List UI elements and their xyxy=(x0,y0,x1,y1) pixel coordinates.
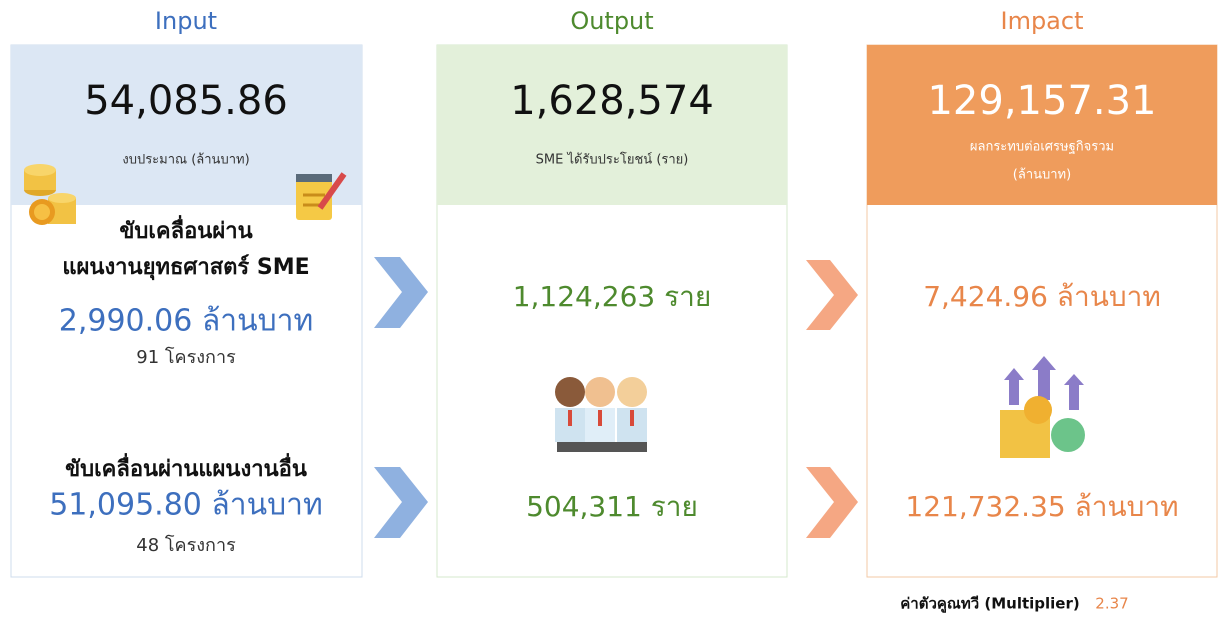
projects: 48 โครงการ xyxy=(136,534,236,556)
amount: 7,424.96 ล้านบาท xyxy=(923,280,1161,313)
total: 1,628,574 xyxy=(510,78,714,124)
heading: Impact xyxy=(1000,7,1083,35)
total: 54,085.86 xyxy=(84,78,288,124)
arrow xyxy=(806,467,858,538)
group-title: แผนงานยุทธศาสตร์ SME xyxy=(62,254,309,281)
heading: Input xyxy=(155,7,217,35)
total-label: (ล้านบาท) xyxy=(1013,168,1071,183)
people-icon xyxy=(555,377,647,452)
arrow xyxy=(806,260,858,330)
group-title: ขับเคลื่อนผ่าน xyxy=(119,214,252,244)
growth-icon xyxy=(1000,356,1085,458)
notepad-icon xyxy=(296,172,347,220)
amount: 51,095.80 ล้านบาท xyxy=(49,488,323,523)
amount: 2,990.06 ล้านบาท xyxy=(59,304,314,339)
heading: Output xyxy=(570,7,653,35)
total: 129,157.31 xyxy=(927,78,1156,124)
total-label: ผลกระทบต่อเศรษฐกิจรวม xyxy=(970,140,1114,155)
panel-header xyxy=(437,45,787,205)
arrow xyxy=(374,257,428,328)
multiplier-label: ค่าตัวคูณทวี (Multiplier) xyxy=(900,595,1079,614)
amount: 121,732.35 ล้านบาท xyxy=(905,490,1178,523)
total-label: SME ได้รับประโยชน์ (ราย) xyxy=(536,152,689,168)
total-label: งบประมาณ (ล้านบาท) xyxy=(122,153,249,168)
amount: 504,311 ราย xyxy=(526,490,698,523)
projects: 91 โครงการ xyxy=(136,346,236,368)
panel-header xyxy=(867,45,1217,205)
group-title: ขับเคลื่อนผ่านแผนงานอื่น xyxy=(65,452,307,482)
coins-icon xyxy=(24,164,76,225)
arrow xyxy=(374,467,428,538)
multiplier-value: 2.37 xyxy=(1095,595,1128,613)
amount: 1,124,263 ราย xyxy=(513,280,712,313)
